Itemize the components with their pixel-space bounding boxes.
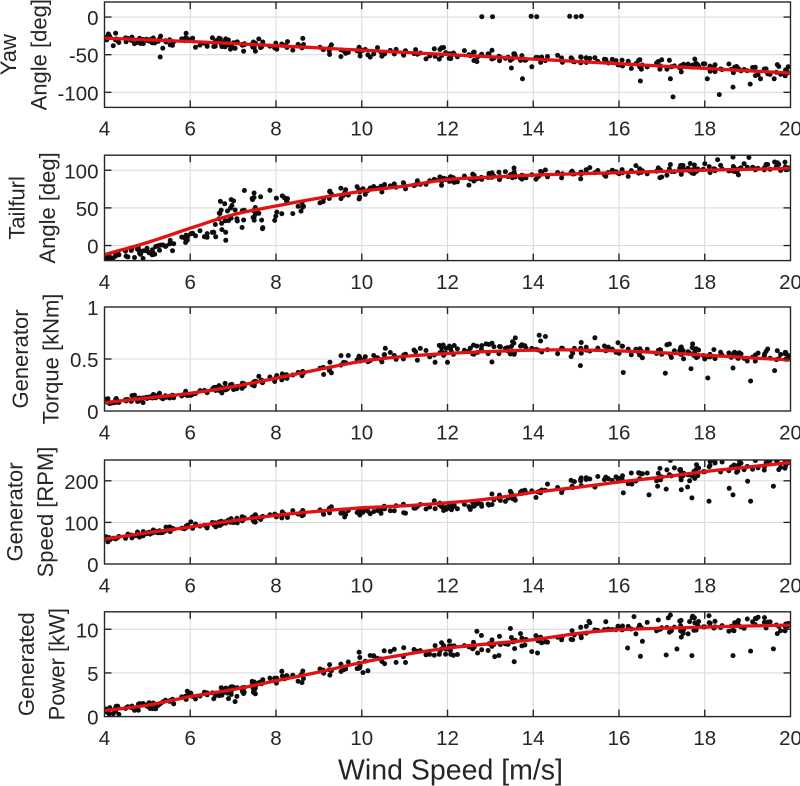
svg-text:12: 12 [436, 271, 459, 294]
svg-text:0: 0 [87, 7, 98, 30]
svg-text:18: 18 [693, 727, 716, 750]
svg-text:8: 8 [270, 421, 281, 444]
svg-text:4: 4 [99, 118, 110, 141]
svg-text:12: 12 [436, 727, 459, 750]
svg-text:Generated: Generated [14, 612, 39, 716]
svg-text:0: 0 [87, 554, 98, 577]
svg-text:10: 10 [76, 619, 99, 642]
svg-text:4: 4 [99, 574, 110, 597]
svg-text:200: 200 [64, 471, 98, 494]
svg-text:Generator: Generator [2, 462, 27, 561]
svg-text:12: 12 [436, 574, 459, 597]
svg-text:8: 8 [270, 727, 281, 750]
svg-text:14: 14 [522, 574, 545, 597]
svg-text:10: 10 [350, 727, 373, 750]
svg-text:18: 18 [693, 574, 716, 597]
svg-text:12: 12 [436, 421, 459, 444]
svg-text:Speed [RPM]: Speed [RPM] [33, 447, 58, 578]
svg-text:4: 4 [99, 271, 110, 294]
svg-text:100: 100 [64, 160, 98, 183]
svg-text:12: 12 [436, 118, 459, 141]
svg-text:14: 14 [522, 118, 545, 141]
svg-text:20: 20 [779, 727, 800, 750]
svg-text:4: 4 [99, 727, 110, 750]
svg-text:0.5: 0.5 [70, 349, 99, 372]
svg-text:20: 20 [779, 421, 800, 444]
svg-text:18: 18 [693, 118, 716, 141]
svg-text:10: 10 [350, 271, 373, 294]
svg-text:Generator: Generator [8, 309, 33, 408]
svg-text:10: 10 [350, 574, 373, 597]
svg-text:10: 10 [350, 118, 373, 141]
svg-text:5: 5 [87, 663, 98, 686]
svg-text:Angle [deg]: Angle [deg] [26, 0, 51, 110]
svg-text:-50: -50 [69, 45, 99, 68]
svg-text:6: 6 [184, 574, 195, 597]
svg-text:6: 6 [184, 727, 195, 750]
svg-text:20: 20 [779, 271, 800, 294]
svg-text:4: 4 [99, 421, 110, 444]
svg-text:16: 16 [608, 118, 631, 141]
svg-text:14: 14 [522, 421, 545, 444]
svg-text:6: 6 [184, 118, 195, 141]
svg-text:6: 6 [184, 271, 195, 294]
svg-text:8: 8 [270, 574, 281, 597]
svg-text:Yaw: Yaw [0, 34, 21, 75]
svg-text:0: 0 [87, 236, 98, 259]
svg-text:Wind Speed [m/s]: Wind Speed [m/s] [338, 755, 563, 786]
svg-text:16: 16 [608, 271, 631, 294]
svg-text:0: 0 [87, 707, 98, 730]
svg-text:18: 18 [693, 271, 716, 294]
svg-text:6: 6 [184, 421, 195, 444]
svg-text:Torque [kNm]: Torque [kNm] [38, 294, 63, 425]
svg-text:1: 1 [87, 297, 98, 320]
svg-text:100: 100 [64, 512, 98, 535]
svg-text:-100: -100 [57, 82, 98, 105]
svg-text:8: 8 [270, 271, 281, 294]
svg-text:Angle [deg]: Angle [deg] [35, 152, 60, 263]
svg-text:20: 20 [779, 118, 800, 141]
svg-text:0: 0 [87, 401, 98, 424]
svg-text:16: 16 [608, 421, 631, 444]
svg-text:20: 20 [779, 574, 800, 597]
svg-text:8: 8 [270, 118, 281, 141]
svg-text:10: 10 [350, 421, 373, 444]
svg-text:16: 16 [608, 727, 631, 750]
svg-text:Power [kW]: Power [kW] [44, 608, 69, 720]
svg-text:14: 14 [522, 271, 545, 294]
svg-text:14: 14 [522, 727, 545, 750]
svg-text:16: 16 [608, 574, 631, 597]
svg-text:50: 50 [76, 198, 99, 221]
svg-text:Tailfurl: Tailfurl [4, 176, 29, 240]
svg-text:18: 18 [693, 421, 716, 444]
